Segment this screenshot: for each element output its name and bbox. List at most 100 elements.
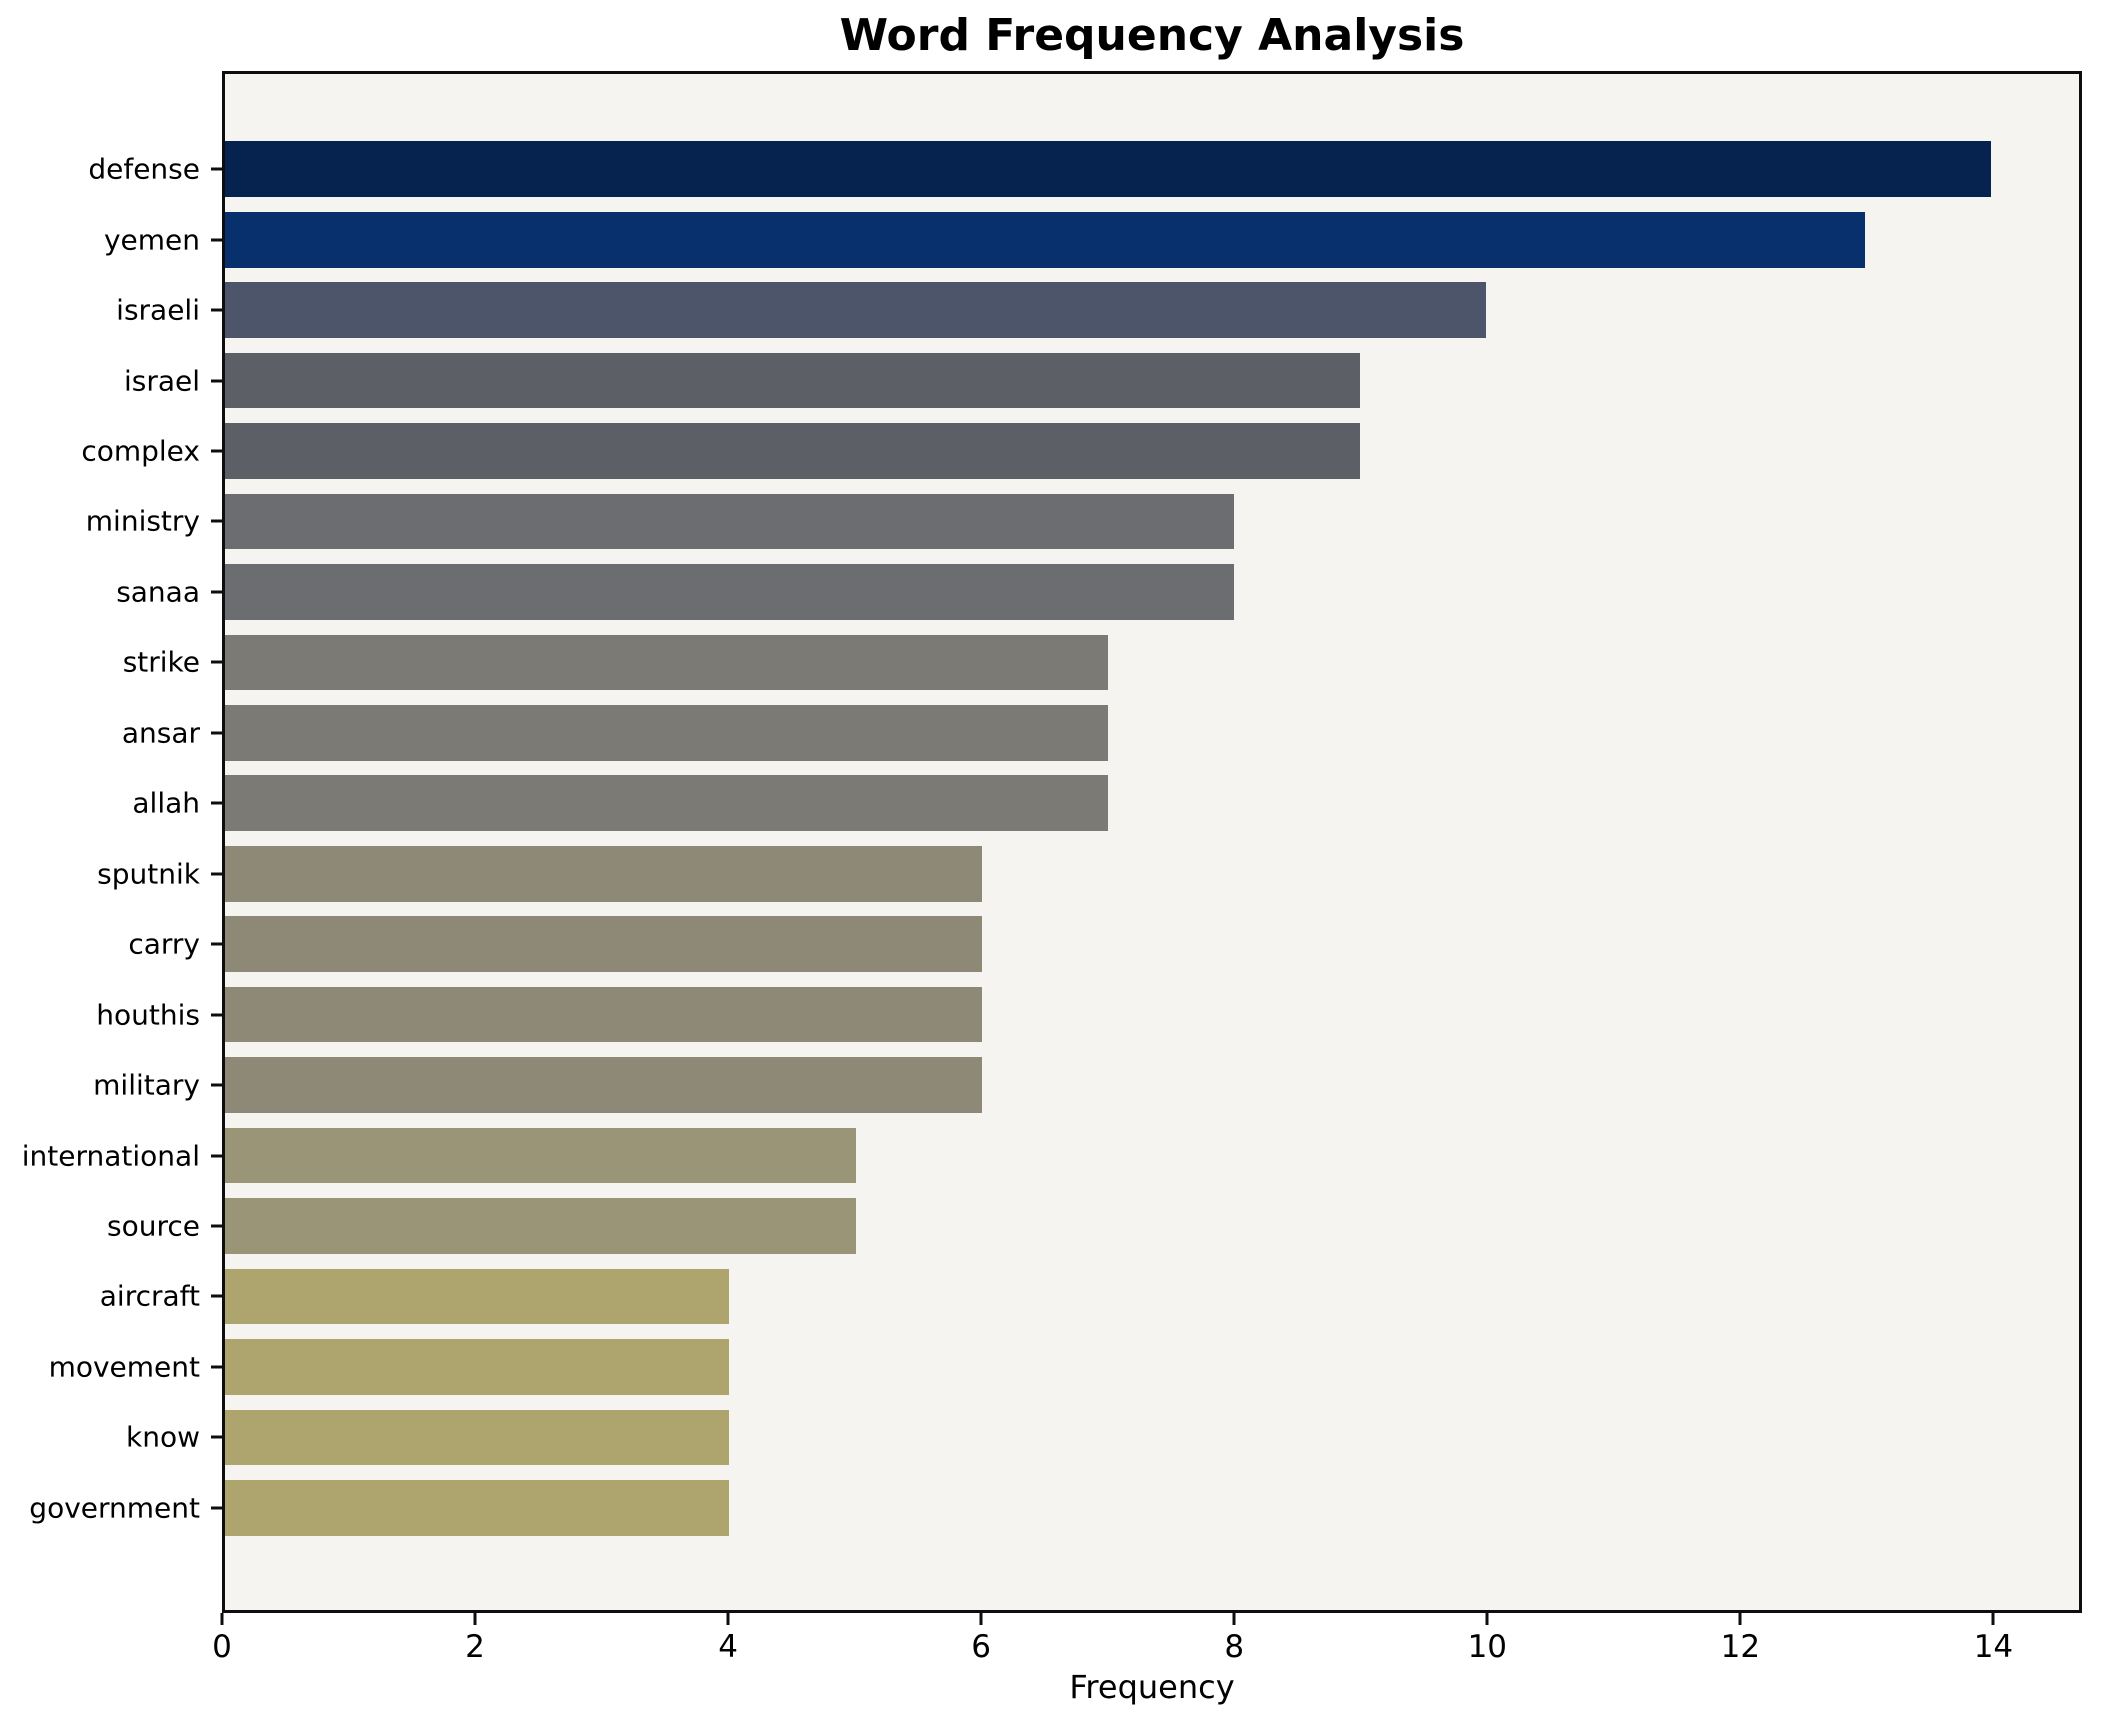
x-tick-mark (726, 1613, 730, 1625)
bar-row: defense (88, 134, 2079, 204)
y-tick-mark (211, 731, 222, 735)
y-tick-label: complex (81, 434, 200, 468)
y-tick-label: allah (132, 786, 200, 820)
x-tick-mark (979, 1613, 983, 1625)
bar-source (225, 1198, 856, 1254)
bar-row: ansar (122, 698, 2079, 768)
bar-row: complex (81, 416, 2079, 486)
y-tick-label: israeli (116, 293, 200, 327)
x-tick-label: 4 (718, 1629, 738, 1665)
y-tick-mark (211, 660, 222, 664)
y-tick-label: source (107, 1209, 200, 1243)
bars-container: defense yemen israeli israel complex ministry… (22, 74, 2079, 1610)
bar-row: carry (128, 909, 2079, 979)
bar-row: yemen (104, 204, 2079, 274)
y-tick-label: sanaa (116, 575, 200, 609)
x-tick-mark (1232, 1613, 1236, 1625)
bar-carry (225, 916, 982, 973)
y-tick-label: military (93, 1068, 200, 1102)
y-tick-mark (211, 308, 222, 312)
x-axis-label: Frequency (1069, 1668, 1235, 1706)
bar-military (225, 1057, 982, 1113)
bar-row: movement (49, 1332, 2079, 1402)
y-tick-label: strike (122, 645, 200, 679)
y-tick-mark (211, 1154, 222, 1158)
bar-row: government (29, 1473, 2079, 1543)
bar-allah (225, 775, 1108, 832)
bar-ministry (225, 493, 1234, 550)
bar-aircraft (225, 1268, 730, 1325)
x-tick-label: 10 (1467, 1629, 1508, 1665)
bar-sputnik (225, 845, 982, 902)
y-tick-mark (211, 379, 222, 383)
y-tick-mark (211, 1435, 222, 1439)
y-tick-mark (211, 872, 222, 876)
x-tick-label: 2 (465, 1629, 485, 1665)
bar-houthis (225, 986, 982, 1043)
bar-row: israeli (116, 275, 2079, 345)
bar-row: ministry (86, 486, 2079, 556)
y-tick-mark (211, 167, 222, 171)
bar-row: israel (124, 345, 2079, 415)
x-tick-mark (220, 1613, 224, 1625)
x-tick-mark (1738, 1613, 1742, 1625)
y-tick-mark (211, 942, 222, 946)
y-tick-label: international (21, 1139, 200, 1173)
y-tick-label: defense (88, 152, 200, 186)
y-tick-label: know (126, 1420, 200, 1454)
bar-row: houthis (96, 979, 2079, 1049)
y-tick-label: ministry (85, 504, 200, 538)
y-tick-label: sputnik (97, 857, 200, 891)
bar-row: sputnik (97, 839, 2079, 909)
y-tick-mark (211, 1083, 222, 1087)
y-tick-label: government (29, 1491, 200, 1525)
bar-complex (225, 423, 1361, 479)
bar-row: sanaa (116, 557, 2079, 627)
bar-row: aircraft (100, 1261, 2079, 1331)
x-tick-label: 14 (1973, 1629, 2014, 1665)
bar-strike (225, 634, 1108, 691)
bar-yemen (225, 211, 1865, 268)
bar-government (225, 1480, 730, 1536)
x-tick-mark (1485, 1613, 1489, 1625)
y-tick-mark (211, 1294, 222, 1298)
y-tick-mark (211, 1224, 222, 1228)
y-tick-mark (211, 238, 222, 242)
y-tick-mark (211, 449, 222, 453)
y-tick-label: houthis (96, 998, 200, 1032)
bar-movement (225, 1339, 730, 1395)
x-tick-mark (1991, 1613, 1995, 1625)
bar-row: military (93, 1050, 2079, 1120)
y-tick-mark (211, 1506, 222, 1510)
y-tick-mark (211, 801, 222, 805)
y-tick-label: aircraft (99, 1279, 200, 1313)
y-tick-mark (211, 519, 222, 523)
bar-know (225, 1409, 730, 1466)
bar-sanaa (225, 564, 1234, 620)
y-tick-mark (211, 590, 222, 594)
bar-row: strike (123, 627, 2079, 697)
bar-international (225, 1127, 856, 1184)
bar-israeli (225, 282, 1487, 338)
bar-israel (225, 352, 1361, 409)
bar-ansar (225, 705, 1108, 761)
bar-defense (225, 141, 1991, 198)
y-tick-label: yemen (103, 223, 200, 257)
x-tick-label: 8 (1224, 1629, 1245, 1665)
x-tick-label: 0 (212, 1629, 232, 1665)
y-tick-mark (211, 1013, 222, 1017)
y-tick-label: israel (123, 364, 200, 398)
x-tick-mark (473, 1613, 477, 1625)
y-tick-label: movement (48, 1350, 200, 1384)
x-tick-label: 6 (971, 1629, 992, 1665)
x-tick-label: 12 (1720, 1629, 1761, 1665)
plot-area: defense yemen israeli israel complex ministry… (22, 71, 2082, 1613)
y-tick-label: carry (128, 927, 200, 961)
bar-row: allah (132, 768, 2079, 838)
chart-title: Word Frequency Analysis (839, 10, 1465, 61)
y-tick-label: ansar (121, 716, 200, 750)
bar-row: know (126, 1402, 2079, 1472)
bar-row: international (22, 1120, 2079, 1190)
y-tick-mark (211, 1365, 222, 1369)
